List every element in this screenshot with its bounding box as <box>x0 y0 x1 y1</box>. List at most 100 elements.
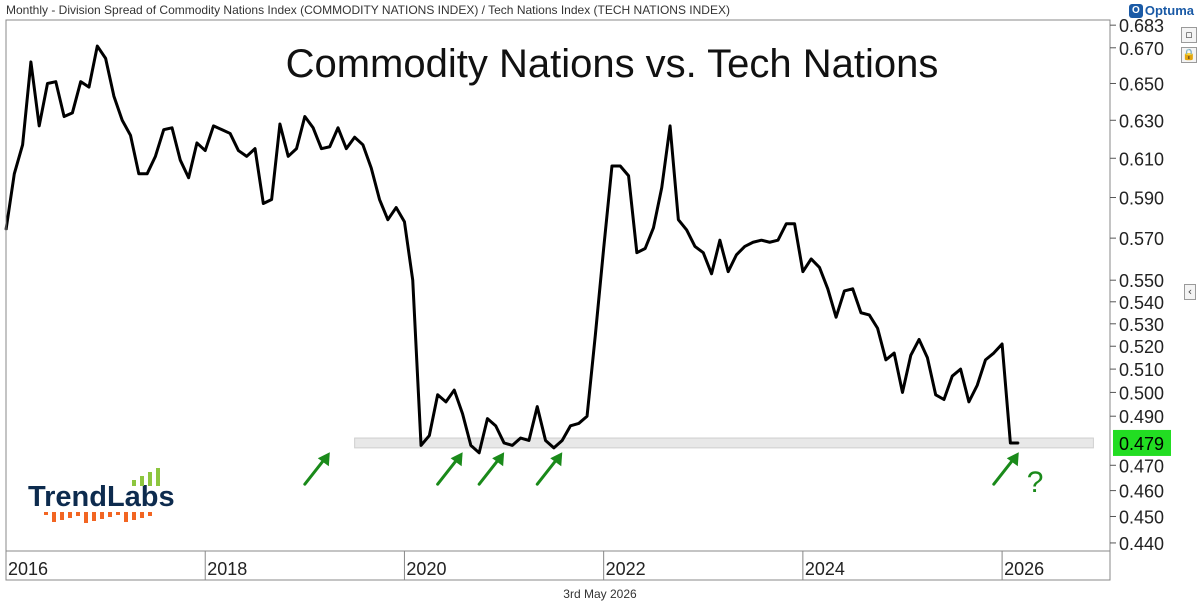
y-tick-label: 0.490 <box>1119 407 1164 427</box>
data-point <box>121 119 124 122</box>
data-point <box>561 439 563 442</box>
data-point <box>88 86 90 88</box>
data-point <box>328 145 331 148</box>
y-tick-label: 0.460 <box>1119 482 1164 502</box>
logo-dash <box>124 512 128 522</box>
data-point <box>636 251 638 254</box>
data-point <box>38 125 41 127</box>
data-point <box>453 389 456 391</box>
data-point <box>279 123 281 125</box>
data-point <box>918 338 920 341</box>
annotation-arrow-head <box>492 452 505 467</box>
series-line-layer <box>4 44 1020 455</box>
data-point <box>503 442 505 444</box>
data-point <box>387 218 389 221</box>
data-point <box>204 149 207 152</box>
data-point <box>793 222 796 225</box>
data-point <box>594 334 597 336</box>
data-point <box>602 247 605 250</box>
logo-dash <box>52 512 56 522</box>
data-point <box>395 206 397 209</box>
data-point <box>146 173 148 175</box>
data-point <box>129 134 132 137</box>
data-point <box>826 287 829 290</box>
data-point <box>138 173 140 175</box>
data-point <box>876 327 879 330</box>
data-point <box>245 155 248 158</box>
collapse-panel-icon[interactable]: ‹ <box>1184 284 1196 300</box>
y-tick-label: 0.610 <box>1119 149 1164 169</box>
logo-dash <box>60 512 64 520</box>
last-value-box <box>1113 429 1171 456</box>
annotation-arrows-layer: ? <box>303 452 1043 499</box>
data-point <box>652 227 655 229</box>
y-tick-label: 0.550 <box>1119 271 1164 291</box>
data-point <box>685 229 688 231</box>
data-point <box>719 239 721 241</box>
data-point <box>113 95 115 98</box>
data-point <box>644 247 646 250</box>
data-point <box>428 434 431 437</box>
data-point <box>976 384 978 387</box>
data-point <box>221 128 223 131</box>
y-tick-label: 0.530 <box>1119 315 1164 335</box>
data-point <box>320 147 323 150</box>
data-point <box>1017 442 1020 444</box>
data-point <box>378 198 381 201</box>
data-point <box>835 316 837 318</box>
data-point <box>486 417 489 420</box>
data-point <box>810 258 812 260</box>
x-tick-label: 2020 <box>406 559 446 579</box>
data-point <box>63 115 65 118</box>
data-point <box>362 144 364 146</box>
data-point <box>818 266 821 269</box>
data-point <box>586 415 588 418</box>
data-point <box>461 413 464 415</box>
data-point <box>752 241 754 244</box>
data-point <box>611 165 613 167</box>
data-point <box>802 270 804 273</box>
data-point <box>1001 343 1003 345</box>
annotation-arrow-head <box>317 452 330 467</box>
lock-icon[interactable]: 🔒 <box>1181 47 1197 63</box>
data-point <box>445 401 447 403</box>
data-point <box>536 405 539 408</box>
logo-dash <box>116 512 120 515</box>
data-point <box>212 125 215 127</box>
data-point <box>553 447 555 449</box>
support-band-layer <box>354 437 1094 449</box>
expand-icon[interactable]: ▫ <box>1181 27 1197 43</box>
data-point <box>13 173 16 175</box>
logo-dash <box>140 512 144 518</box>
x-tick-label: 2016 <box>8 559 48 579</box>
data-point <box>569 425 572 427</box>
data-point <box>229 132 231 135</box>
y-tick-label: 0.650 <box>1119 74 1164 94</box>
data-point <box>254 147 256 150</box>
data-point <box>295 147 298 150</box>
data-point <box>1009 442 1012 444</box>
data-point <box>743 245 746 248</box>
data-point <box>860 311 862 314</box>
data-point <box>511 444 514 447</box>
data-point <box>843 290 846 292</box>
data-point <box>885 359 887 361</box>
chart-description: Monthly - Division Spread of Commodity N… <box>6 3 730 17</box>
data-point <box>528 439 530 442</box>
data-point <box>760 239 763 241</box>
data-point <box>304 115 306 118</box>
optuma-logo-icon: O <box>1128 3 1143 18</box>
data-point <box>270 198 273 201</box>
logo-dash <box>132 512 136 520</box>
data-point <box>436 393 439 396</box>
last-value-label: 0.479 <box>1119 434 1164 454</box>
y-tick-label: 0.670 <box>1119 39 1164 59</box>
brand: O Optuma <box>1128 3 1194 18</box>
data-point <box>55 80 57 83</box>
data-point <box>669 125 671 127</box>
annotation-arrow-head <box>450 452 463 467</box>
data-point <box>96 45 99 47</box>
data-point <box>46 82 49 85</box>
